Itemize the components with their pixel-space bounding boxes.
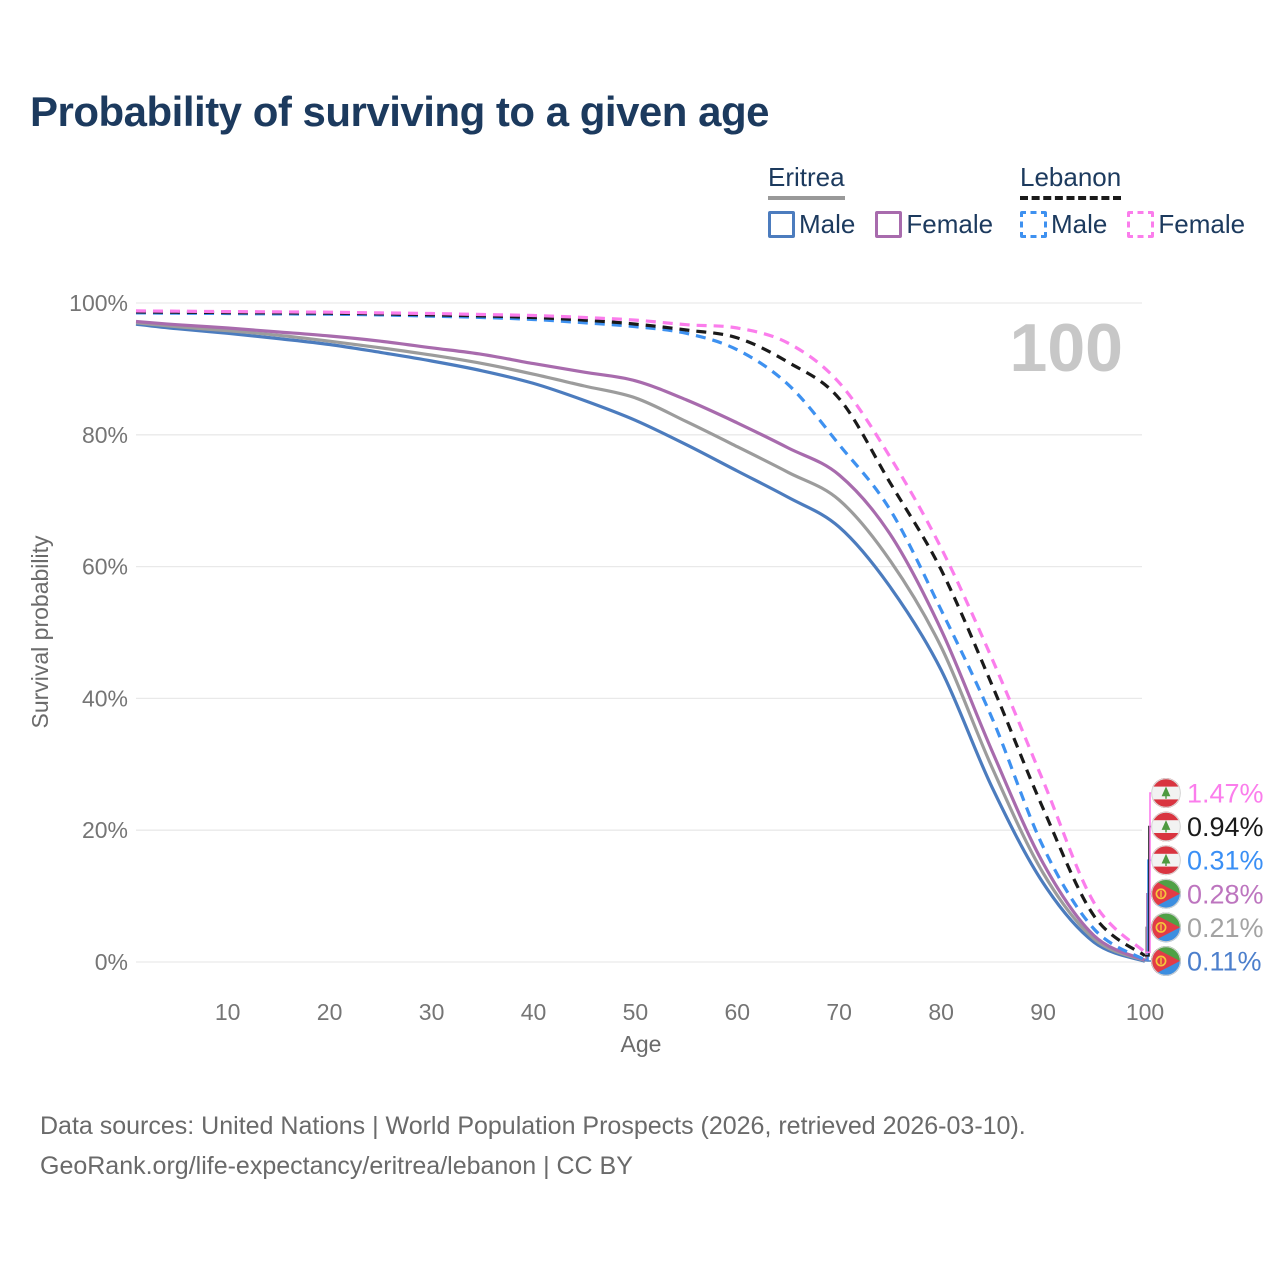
y-tick-label: 100%: [69, 290, 128, 316]
end-value-label-eritrea-female: 0.28%: [1187, 879, 1264, 909]
y-axis-label: Survival probability: [27, 535, 53, 729]
eritrea-flag-icon: [1151, 946, 1181, 976]
legend-row-lebanon: Male Female: [1020, 209, 1265, 240]
y-tick-label: 60%: [82, 554, 128, 580]
survival-curve-lebanon-female[interactable]: [135, 309, 1147, 954]
x-tick-label: 50: [623, 999, 649, 1025]
survival-curve-eritrea-both[interactable]: [135, 321, 1146, 963]
x-axis-label: Age: [621, 1031, 662, 1057]
legend-item-label: Male: [1051, 209, 1108, 239]
y-tick-label: 20%: [82, 817, 128, 843]
x-tick-label: 100: [1126, 999, 1164, 1025]
lebanon-flag-icon: [1151, 845, 1181, 876]
legend-item-lebanon-male[interactable]: Male: [1020, 209, 1107, 240]
x-tick-label: 40: [521, 999, 547, 1025]
survival-curve-eritrea-female[interactable]: [135, 319, 1146, 962]
end-value-label-eritrea-male: 0.11%: [1187, 947, 1262, 977]
x-tick-label: 20: [317, 999, 343, 1025]
footer-line-2: GeoRank.org/life-expectancy/eritrea/leba…: [40, 1152, 633, 1180]
legend-group-lebanon: Lebanon Male Female: [1020, 162, 1265, 240]
x-tick-label: 30: [419, 999, 445, 1025]
end-value-label-lebanon-both: 0.94%: [1187, 812, 1264, 842]
chart-legend: Eritrea Male Female Lebanon Male: [0, 162, 1280, 242]
data-sources-footer: Data sources: United Nations | World Pop…: [40, 1106, 1026, 1186]
page-title: Probability of surviving to a given age: [30, 88, 769, 135]
legend-item-label: Female: [1158, 209, 1246, 239]
legend-country-eritrea[interactable]: Eritrea: [768, 162, 845, 200]
eritrea-flag-icon: [1151, 912, 1181, 943]
legend-item-lebanon-female[interactable]: Female: [1127, 209, 1245, 240]
end-value-label-lebanon-female: 1.47%: [1187, 779, 1264, 809]
x-tick-label: 90: [1030, 999, 1056, 1025]
x-tick-label: 10: [215, 999, 241, 1025]
y-tick-label: 0%: [95, 949, 128, 975]
x-tick-label: 80: [928, 999, 954, 1025]
legend-item-label: Female: [906, 209, 994, 239]
eritrea-female-swatch-icon: [875, 211, 903, 238]
x-tick-label: 60: [725, 999, 751, 1025]
legend-item-label: Male: [799, 209, 856, 239]
survival-curve-lebanon-both[interactable]: [135, 310, 1146, 958]
legend-item-eritrea-female[interactable]: Female: [875, 209, 993, 240]
lebanon-flag-icon: [1151, 811, 1181, 842]
legend-row-eritrea: Male Female: [768, 209, 1013, 240]
lebanon-flag-icon: [1151, 778, 1181, 808]
survival-curve-eritrea-male[interactable]: [135, 322, 1146, 963]
legend-item-eritrea-male[interactable]: Male: [768, 209, 855, 240]
legend-group-eritrea: Eritrea Male Female: [768, 162, 1013, 240]
eritrea-flag-icon: [1151, 878, 1181, 909]
y-tick-label: 40%: [82, 685, 128, 711]
x-tick-label: 70: [826, 999, 852, 1025]
y-tick-label: 80%: [82, 422, 128, 448]
footer-line-1: Data sources: United Nations | World Pop…: [40, 1112, 1026, 1140]
leader-line-lebanon-female: [1145, 792, 1151, 954]
end-value-label-lebanon-male: 0.31%: [1187, 846, 1264, 876]
legend-country-lebanon[interactable]: Lebanon: [1020, 162, 1122, 200]
eritrea-male-swatch-icon: [768, 211, 795, 238]
survival-curve-lebanon-male[interactable]: [135, 311, 1146, 962]
end-value-label-eritrea-both: 0.21%: [1187, 913, 1264, 943]
hovered-age-label: 100: [1010, 310, 1123, 386]
lebanon-female-swatch-icon: [1127, 211, 1155, 238]
lebanon-male-swatch-icon: [1020, 211, 1047, 238]
